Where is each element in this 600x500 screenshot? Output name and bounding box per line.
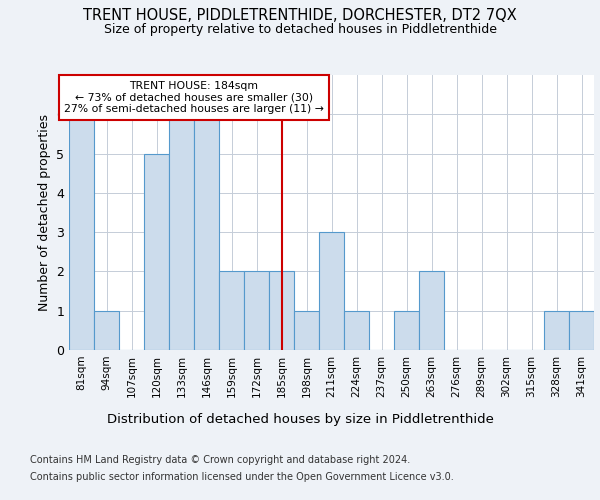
Bar [419, 272, 444, 350]
Bar [244, 272, 269, 350]
Bar [69, 114, 94, 350]
Bar [544, 310, 569, 350]
Bar [319, 232, 344, 350]
Text: Size of property relative to detached houses in Piddletrenthide: Size of property relative to detached ho… [104, 22, 497, 36]
Text: Contains public sector information licensed under the Open Government Licence v3: Contains public sector information licen… [30, 472, 454, 482]
Text: TRENT HOUSE: 184sqm
← 73% of detached houses are smaller (30)
27% of semi-detach: TRENT HOUSE: 184sqm ← 73% of detached ho… [64, 81, 324, 114]
Bar [344, 310, 369, 350]
Bar [194, 114, 219, 350]
Text: Distribution of detached houses by size in Piddletrenthide: Distribution of detached houses by size … [107, 412, 493, 426]
Text: TRENT HOUSE, PIDDLETRENTHIDE, DORCHESTER, DT2 7QX: TRENT HOUSE, PIDDLETRENTHIDE, DORCHESTER… [83, 8, 517, 22]
Y-axis label: Number of detached properties: Number of detached properties [38, 114, 50, 311]
Bar [169, 114, 194, 350]
Bar [269, 272, 294, 350]
Bar [294, 310, 319, 350]
Bar [569, 310, 594, 350]
Bar [144, 154, 169, 350]
Text: Contains HM Land Registry data © Crown copyright and database right 2024.: Contains HM Land Registry data © Crown c… [30, 455, 410, 465]
Bar [94, 310, 119, 350]
Bar [219, 272, 244, 350]
Bar [394, 310, 419, 350]
